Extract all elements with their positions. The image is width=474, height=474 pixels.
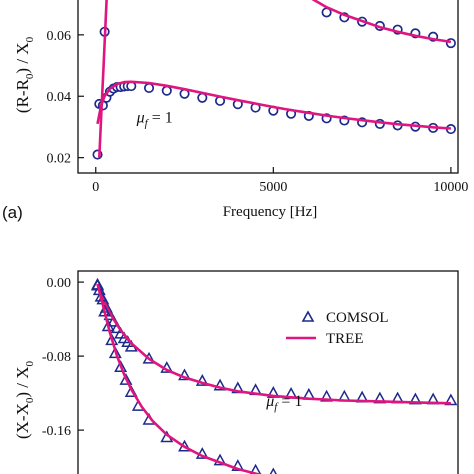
data-point <box>91 278 104 291</box>
series-line <box>96 283 263 474</box>
panel-b: 0.00 -0.08 -0.16 μf = 1 (X-X0) / X0 COMSOL… <box>13 270 459 474</box>
data-point <box>178 368 192 381</box>
data-point <box>105 333 119 346</box>
x-tick-label: 10000 <box>433 180 468 195</box>
x-tick-label: 0 <box>92 180 99 195</box>
legend: COMSOL TREE <box>286 310 389 347</box>
data-point <box>249 463 262 474</box>
y-tick-label: -0.08 <box>42 350 71 365</box>
y-tick-label: -0.16 <box>42 424 71 439</box>
y-axis-label: (R-R0) / X0 <box>13 36 36 113</box>
data-point <box>213 378 227 391</box>
x-axis-label: Frequency [Hz] <box>223 204 318 220</box>
x-tick-label: 5000 <box>259 180 287 195</box>
data-point <box>444 393 458 406</box>
plot-frame <box>77 270 459 474</box>
y-axis-label: (X-X0) / X0 <box>13 360 36 439</box>
data-point <box>195 374 209 386</box>
data-point <box>103 308 117 321</box>
annotation: μf = 1 <box>265 393 302 413</box>
series-line <box>98 0 108 158</box>
data-point <box>119 373 133 385</box>
data-point <box>197 92 208 103</box>
panel-label: (a) <box>2 203 23 222</box>
data-point <box>108 346 122 359</box>
data-point <box>213 453 227 466</box>
panel-a: 0.02 0.04 0.06 0 5000 10000 μf = 1 (R-R0) / X… <box>2 0 468 222</box>
series-line <box>311 0 452 44</box>
y-tick-label: 0.06 <box>47 29 72 44</box>
legend-label-comsol: COMSOL <box>326 310 389 326</box>
annotation: μf = 1 <box>136 109 173 129</box>
y-tick-label: 0.02 <box>47 152 72 167</box>
y-tick-label: 0.04 <box>47 90 72 105</box>
legend-triangle-marker <box>301 310 315 322</box>
data-point <box>269 467 277 474</box>
legend-label-tree: TREE <box>326 331 364 347</box>
series-line <box>96 283 451 405</box>
plot-frame <box>77 0 459 174</box>
data-point <box>143 82 155 94</box>
data-point <box>161 85 172 96</box>
series-line <box>96 80 451 130</box>
data-point <box>114 360 128 372</box>
y-tick-label: 0.00 <box>47 276 72 291</box>
